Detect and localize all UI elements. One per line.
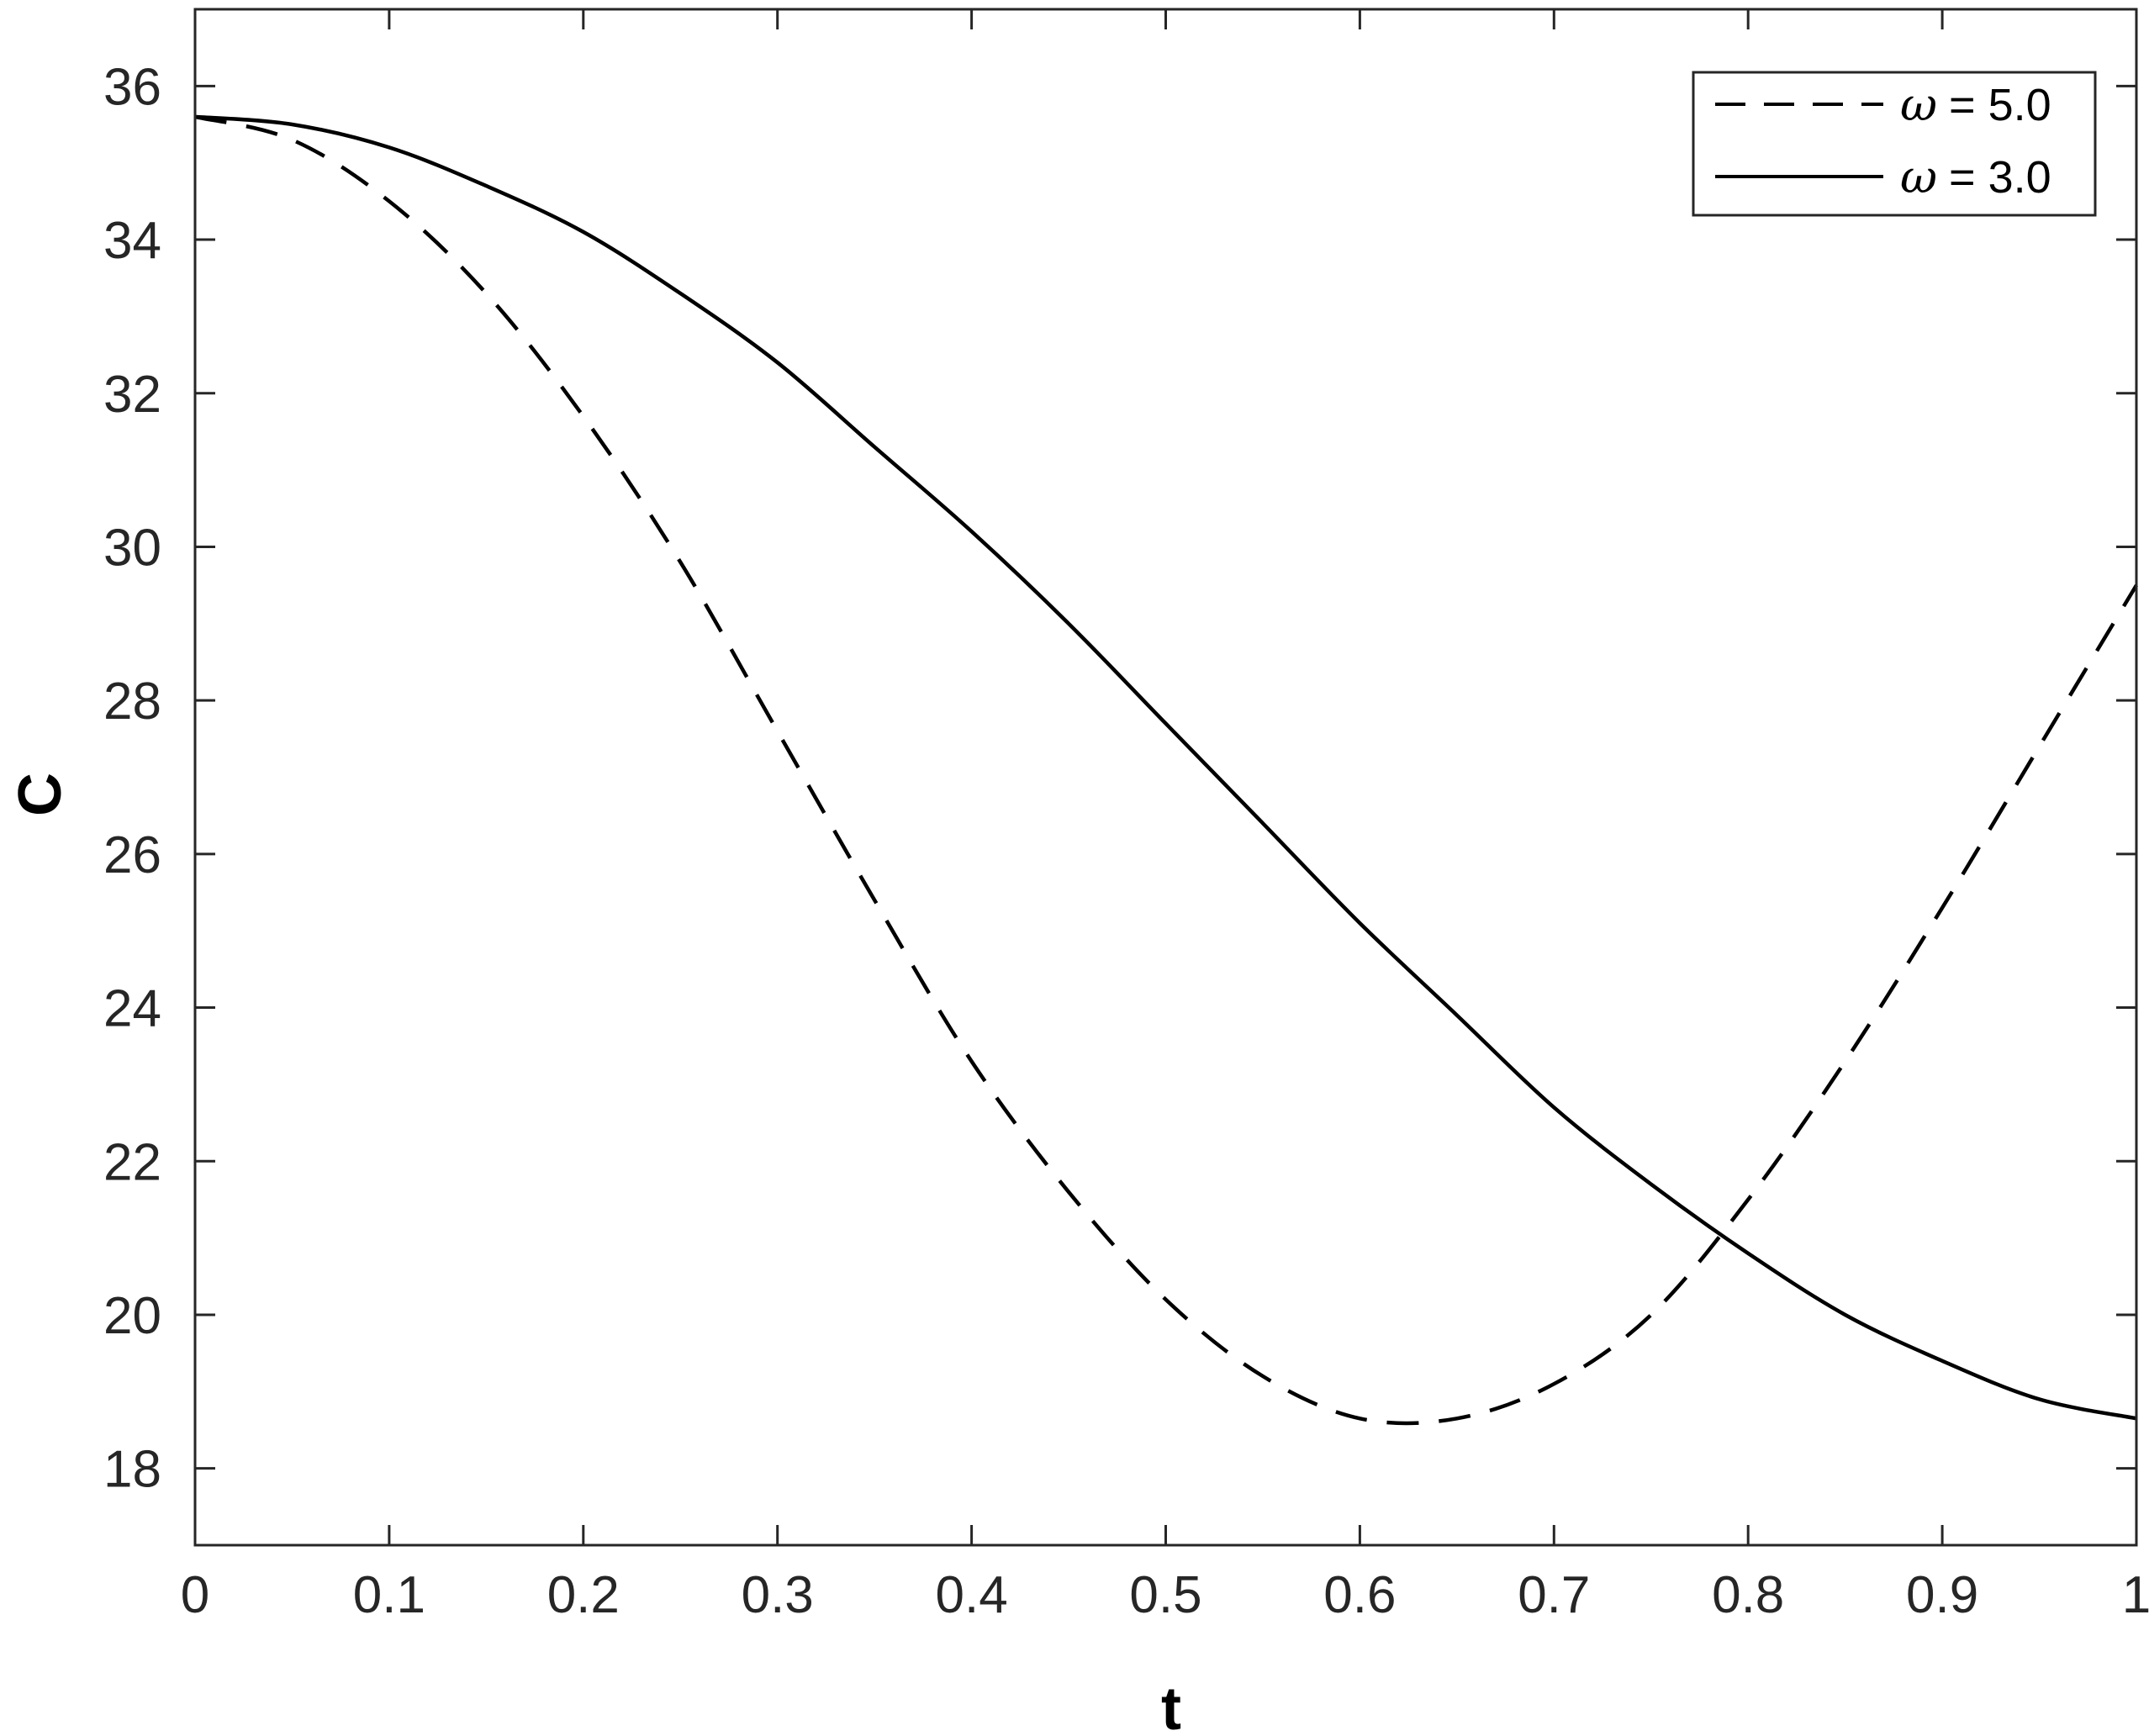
legend-label-omega-5: ω = 5.0 — [1900, 78, 2051, 131]
y-tick-label: 34 — [103, 212, 161, 270]
y-axis-label: C — [7, 773, 74, 816]
x-tick-label: 0.6 — [1323, 1566, 1396, 1624]
x-tick-label: 0.8 — [1712, 1566, 1784, 1624]
y-tick-label: 22 — [103, 1133, 161, 1191]
x-tick-label: 0.1 — [353, 1566, 425, 1624]
y-tick-label: 26 — [103, 826, 161, 884]
x-tick-label: 0.7 — [1518, 1566, 1590, 1624]
x-tick-label: 0.4 — [935, 1566, 1007, 1624]
y-tick-label: 24 — [103, 980, 161, 1038]
y-tick-label: 36 — [103, 58, 161, 116]
series-line-omega-3 — [194, 114, 2137, 1421]
y-tick-label: 28 — [103, 673, 161, 731]
x-tick-label: 1 — [2122, 1566, 2149, 1624]
y-tick-label: 18 — [103, 1441, 161, 1499]
x-tick-label: 0 — [181, 1566, 209, 1624]
legend: ω = 5.0 ω = 3.0 — [1692, 71, 2097, 217]
x-tick-label: 0.5 — [1129, 1566, 1201, 1624]
y-tick-label: 30 — [103, 519, 161, 577]
y-tick-label: 32 — [103, 366, 161, 424]
series-layer — [194, 114, 2138, 1426]
axes-layer: 0 0.1 0.2 0.3 0.4 0.5 0.6 0.7 0.8 0.9 1 18 20 22 24 26 2… — [103, 8, 2149, 1624]
x-axis-label: t — [1161, 1675, 1181, 1736]
legend-label-omega-3: ω = 3.0 — [1900, 150, 2051, 203]
x-tick-label: 0.9 — [1906, 1566, 1978, 1624]
y-tick-label: 20 — [103, 1287, 161, 1345]
legend-box — [1692, 71, 2097, 217]
x-tick-label: 0.2 — [547, 1566, 620, 1624]
x-tick-label: 0.3 — [742, 1566, 814, 1624]
